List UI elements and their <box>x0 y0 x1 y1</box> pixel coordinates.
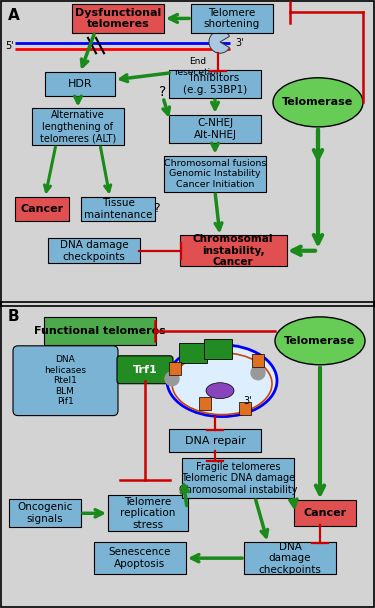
Text: 3': 3' <box>235 38 244 48</box>
FancyBboxPatch shape <box>32 108 124 145</box>
FancyBboxPatch shape <box>164 156 266 192</box>
Text: ?: ? <box>159 85 166 99</box>
FancyBboxPatch shape <box>169 69 261 98</box>
Text: C-NHEJ
Alt-NHEJ: C-NHEJ Alt-NHEJ <box>194 118 237 140</box>
Circle shape <box>165 371 179 385</box>
FancyBboxPatch shape <box>81 196 155 221</box>
FancyBboxPatch shape <box>48 238 140 263</box>
Ellipse shape <box>273 78 363 127</box>
Text: Alternative
lengthening of
telomeres (ALT): Alternative lengthening of telomeres (AL… <box>40 110 116 143</box>
FancyBboxPatch shape <box>44 317 156 345</box>
Text: Inhibitors
(e.g. 53BP1): Inhibitors (e.g. 53BP1) <box>183 73 247 95</box>
FancyBboxPatch shape <box>169 115 261 143</box>
FancyBboxPatch shape <box>191 4 273 33</box>
FancyBboxPatch shape <box>169 429 261 452</box>
Text: 5': 5' <box>6 41 14 51</box>
Text: Telomerase: Telomerase <box>284 336 356 346</box>
Text: 3': 3' <box>244 396 252 406</box>
Text: DNA damage
checkpoints: DNA damage checkpoints <box>60 240 128 261</box>
Text: Telomere
shortening: Telomere shortening <box>204 8 260 29</box>
Wedge shape <box>209 31 230 54</box>
Text: Oncogenic
signals: Oncogenic signals <box>17 502 73 524</box>
FancyBboxPatch shape <box>180 235 286 266</box>
FancyBboxPatch shape <box>182 458 294 499</box>
Text: End
resecetion: End resecetion <box>174 57 222 77</box>
Text: Senescence
Apoptosis: Senescence Apoptosis <box>109 547 171 569</box>
FancyBboxPatch shape <box>94 542 186 574</box>
FancyBboxPatch shape <box>72 4 164 33</box>
Text: HDR: HDR <box>68 79 92 89</box>
Text: Fragile telomeres
Telomeric DNA damage
Chromosomal instability: Fragile telomeres Telomeric DNA damage C… <box>179 462 297 495</box>
FancyBboxPatch shape <box>108 496 188 531</box>
Text: DNA
damage
checkpoints: DNA damage checkpoints <box>259 542 321 575</box>
Text: Cancer: Cancer <box>20 204 63 214</box>
Text: Chromosomal
instability,
Cancer: Chromosomal instability, Cancer <box>193 234 273 268</box>
FancyBboxPatch shape <box>204 339 232 359</box>
Text: Cancer: Cancer <box>303 508 346 518</box>
FancyBboxPatch shape <box>9 499 81 527</box>
Text: DNA
helicases
Rtel1
BLM
Pif1: DNA helicases Rtel1 BLM Pif1 <box>44 356 86 406</box>
FancyBboxPatch shape <box>45 72 115 96</box>
Text: Tissue
maintenance: Tissue maintenance <box>84 198 152 219</box>
Text: ?: ? <box>153 202 159 215</box>
Text: Functional telomeres: Functional telomeres <box>34 326 166 336</box>
Text: Chromosomal fusions
Genomic Instability
Cancer Initiation: Chromosomal fusions Genomic Instability … <box>164 159 266 189</box>
FancyBboxPatch shape <box>179 343 207 363</box>
FancyBboxPatch shape <box>117 356 173 384</box>
FancyBboxPatch shape <box>15 196 69 221</box>
Ellipse shape <box>275 317 365 365</box>
FancyBboxPatch shape <box>244 542 336 574</box>
Ellipse shape <box>206 382 234 399</box>
Text: Dysfunctional
telomeres: Dysfunctional telomeres <box>75 8 161 29</box>
FancyBboxPatch shape <box>13 346 118 416</box>
FancyBboxPatch shape <box>294 500 356 527</box>
Text: A: A <box>8 8 20 23</box>
Text: Telomerase: Telomerase <box>282 97 354 108</box>
Ellipse shape <box>167 345 277 416</box>
Text: Telomere
replication
stress: Telomere replication stress <box>120 497 176 530</box>
Circle shape <box>251 366 265 380</box>
Text: DNA repair: DNA repair <box>184 435 245 446</box>
Text: B: B <box>8 309 20 324</box>
Text: Trf1: Trf1 <box>133 365 158 375</box>
